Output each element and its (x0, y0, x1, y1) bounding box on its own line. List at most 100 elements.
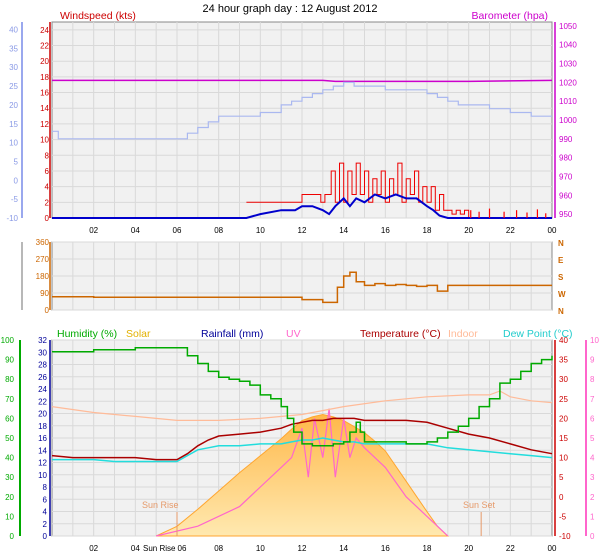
p1-windspeed-tick-10: 20 (40, 57, 49, 66)
p1-windspeed-tick-11: 22 (40, 42, 49, 51)
p1-x-tick-1: 04 (131, 226, 140, 235)
sun-set-annotation: Sun Set (463, 500, 496, 510)
wind-avg-line (52, 193, 552, 219)
p3-x-tick-1: 04 (131, 544, 140, 553)
p3-x-tick-4: 10 (256, 544, 265, 553)
p1-baro-tick-2: 970 (559, 173, 573, 182)
p3-x-tick-10: 22 (506, 544, 515, 553)
p1-baro-tick-5: 1000 (559, 116, 577, 125)
p3-x-tick-9: 20 (464, 544, 473, 553)
p3-humidity-tick-1: 10 (5, 512, 14, 521)
p3-temp-tick-10: 40 (559, 336, 568, 345)
p1-x-tick-9: 20 (464, 226, 473, 235)
uv-label: UV (286, 328, 301, 340)
indoor-line (51, 390, 553, 421)
p3-temp-tick-1: -5 (559, 512, 567, 521)
p3-x-tick-2: 06 (178, 544, 187, 553)
p3-rain-tick-10: 20 (38, 410, 47, 419)
p1-baro-tick-7: 1020 (559, 78, 577, 87)
temperature-label: Temperature (°C) (360, 328, 441, 340)
p3-rain-tick-7: 14 (38, 446, 47, 455)
p3-x-tick-0: 02 (89, 544, 98, 553)
p1-baro-tick-6: 1010 (559, 97, 577, 106)
p3-uv-tick-10: 10 (590, 336, 599, 345)
p3-rain-tick-6: 12 (38, 459, 47, 468)
p3-rain-tick-5: 10 (38, 471, 47, 480)
p3-humidity-tick-3: 30 (5, 473, 14, 482)
p1-windspeed-tick-12: 24 (40, 26, 49, 35)
p3-humidity-tick-2: 20 (5, 493, 14, 502)
p1-temp-scale-tick-2: 0 (14, 176, 19, 185)
p3-temp-tick-7: 25 (559, 395, 568, 404)
chart-title: 24 hour graph day : 12 August 2012 (203, 3, 378, 15)
p3-uv-tick-5: 5 (590, 434, 595, 443)
p3-rain-tick-1: 2 (43, 520, 48, 529)
p3-temp-tick-0: -10 (559, 532, 571, 541)
rainfall-label: Rainfall (mm) (201, 328, 263, 340)
uv-line (156, 408, 449, 537)
p3-uv-tick-8: 8 (590, 375, 595, 384)
p3-temp-tick-6: 20 (559, 414, 568, 423)
p1-windspeed-tick-5: 10 (40, 136, 49, 145)
p3-uv-tick-9: 9 (590, 356, 595, 365)
barometer-line (52, 79, 553, 83)
wind-speed-line (246, 162, 552, 219)
p1-x-tick-4: 10 (256, 226, 265, 235)
p1-temp-scale-tick-0: -10 (6, 214, 18, 223)
p3-humidity-tick-6: 60 (5, 414, 14, 423)
p1-baro-tick-10: 1050 (559, 22, 577, 31)
p3-rain-tick-12: 24 (38, 385, 47, 394)
sun-rise-annotation: Sun Rise (142, 500, 179, 510)
p1-x-tick-10: 22 (506, 226, 515, 235)
p3-x-tick-6: 14 (339, 544, 348, 553)
p1-x-tick-0: 02 (89, 226, 98, 235)
p1-windspeed-tick-6: 12 (40, 120, 49, 129)
dew-point-line (52, 437, 553, 463)
p3-temp-tick-4: 10 (559, 454, 568, 463)
p3-uv-tick-1: 1 (590, 512, 595, 521)
p3-rain-tick-3: 6 (43, 495, 48, 504)
p3-uv-tick-7: 7 (590, 395, 595, 404)
p1-x-tick-6: 14 (339, 226, 348, 235)
p3-humidity-tick-9: 90 (5, 356, 14, 365)
p3-rain-tick-13: 26 (38, 373, 47, 382)
p1-temp-scale-tick-7: 25 (9, 82, 18, 91)
p3-rain-tick-14: 28 (38, 361, 47, 370)
humidity-line (52, 347, 553, 447)
p2-compass-tick-4: N (558, 239, 564, 248)
windspeed-axis-label: Windspeed (kts) (60, 10, 136, 22)
p1-x-tick-3: 08 (214, 226, 223, 235)
p2-compass-tick-0: N (558, 307, 564, 316)
p3-temp-tick-2: 0 (559, 493, 564, 502)
sun-rise-axis-annotation: Sun Rise (143, 544, 176, 553)
p3-rain-tick-0: 0 (43, 532, 48, 541)
p2-compass-tick-1: W (558, 290, 566, 299)
p2-compass-tick-2: S (558, 273, 564, 282)
p3-temp-tick-3: 5 (559, 473, 564, 482)
p2-dir-tick-3: 270 (36, 255, 50, 264)
p3-uv-tick-4: 4 (590, 454, 595, 463)
p1-x-tick-7: 16 (381, 226, 390, 235)
p3-uv-tick-3: 3 (590, 473, 595, 482)
p1-temp-scale-tick-1: -5 (11, 195, 19, 204)
p2-dir-tick-2: 180 (36, 272, 50, 281)
p1-windspeed-tick-9: 18 (40, 73, 49, 82)
solar-label: Solar (126, 328, 151, 340)
p3-rain-tick-2: 4 (43, 508, 48, 517)
p1-temp-scale-tick-10: 40 (9, 26, 18, 35)
p1-x-tick-8: 18 (423, 226, 432, 235)
p3-temp-tick-5: 15 (559, 434, 568, 443)
p3-humidity-tick-4: 40 (5, 454, 14, 463)
p1-temp-scale-tick-5: 15 (9, 120, 18, 129)
p1-windspeed-tick-0: 0 (45, 214, 50, 223)
p2-dir-tick-0: 0 (45, 306, 50, 315)
p1-windspeed-tick-2: 4 (45, 183, 50, 192)
p1-baro-tick-4: 990 (559, 135, 573, 144)
p3-temp-tick-8: 30 (559, 375, 568, 384)
p1-temp-scale-tick-4: 10 (9, 139, 18, 148)
p3-x-tick-8: 18 (423, 544, 432, 553)
wind-direction-line (52, 271, 552, 304)
dewpoint-label: Dew Point (°C) (503, 328, 573, 340)
